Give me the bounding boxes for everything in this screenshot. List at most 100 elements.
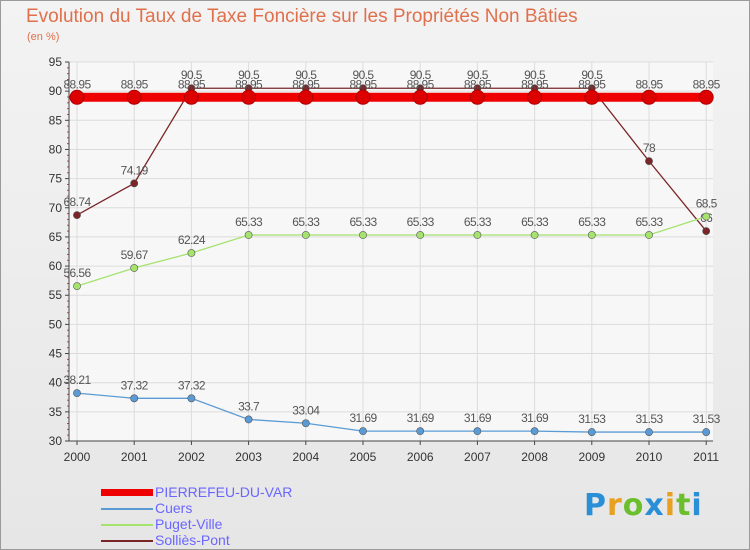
data-label: 65.33 (349, 215, 377, 229)
y-tick-label: 95 (49, 55, 63, 69)
data-label: 88.95 (635, 77, 663, 91)
data-point (698, 89, 714, 105)
data-label: 90.5 (410, 68, 432, 82)
legend-swatch-pierrefeu (101, 489, 153, 496)
data-label: 62.24 (178, 233, 206, 247)
data-point (416, 231, 425, 239)
data-label: 65.33 (635, 215, 663, 229)
y-tick-label: 85 (49, 113, 63, 127)
data-label: 31.53 (693, 412, 721, 426)
y-axis-unit-label: (en %) (27, 31, 60, 43)
data-point (183, 89, 199, 105)
data-label: 88.95 (349, 77, 377, 91)
logo-letter: o (622, 488, 645, 523)
y-tick-label: 45 (49, 347, 63, 361)
series-line (76, 215, 707, 287)
logo-letter: r (607, 488, 623, 523)
logo-letter: i (664, 488, 677, 523)
data-point (355, 89, 371, 105)
proxiti-logo: Proxiti (584, 488, 703, 523)
x-tick-label: 2003 (235, 450, 262, 464)
data-label: 88.95 (178, 77, 206, 91)
data-label: 56.56 (63, 266, 91, 280)
legend-label-pierrefeu: PIERREFEU-DU-VAR (155, 484, 293, 500)
x-tick-label: 2008 (521, 450, 548, 464)
data-point (126, 89, 142, 105)
data-label: 65.33 (521, 215, 549, 229)
legend-label-cuers: Cuers (155, 500, 193, 516)
legend-label-puget-ville: Puget-Ville (155, 516, 223, 532)
data-point (130, 394, 139, 403)
data-label: 88.95 (235, 77, 263, 91)
data-point (527, 89, 543, 105)
data-point (530, 427, 539, 436)
data-point (469, 89, 485, 105)
data-label: 65.33 (578, 215, 606, 229)
data-point (645, 428, 653, 436)
data-point (416, 427, 425, 436)
data-point (702, 428, 711, 436)
data-label: 33.7 (238, 399, 260, 413)
x-tick-label: 2009 (578, 450, 605, 464)
legend-label-sollies-pont: Solliès-Pont (155, 532, 230, 548)
data-label: 68.74 (63, 195, 91, 209)
data-label: 88.95 (63, 77, 91, 91)
data-point (73, 211, 81, 220)
data-label: 90.5 (238, 68, 260, 82)
data-label: 88.95 (121, 77, 149, 91)
data-label: 37.32 (121, 378, 149, 392)
data-point (584, 89, 600, 105)
data-point (702, 212, 711, 221)
data-label: 74.19 (121, 163, 149, 177)
data-point (702, 227, 711, 235)
data-label: 78 (643, 141, 656, 155)
data-label: 90.5 (467, 68, 489, 82)
data-label: 68.5 (696, 197, 718, 211)
data-point (69, 89, 85, 105)
x-tick-label: 2005 (350, 450, 377, 464)
data-label: 31.69 (521, 411, 549, 425)
data-label: 88.95 (521, 77, 549, 91)
data-point (244, 231, 253, 239)
y-tick-label: 60 (49, 259, 63, 273)
logo-letter: i (691, 488, 703, 523)
data-label: 65.33 (464, 215, 492, 229)
data-point (187, 249, 196, 257)
data-label: 37.32 (178, 378, 206, 392)
data-point (530, 231, 539, 239)
data-point (130, 264, 139, 272)
y-tick-label: 80 (49, 142, 63, 156)
logo-letter: P (584, 488, 607, 523)
data-label: 90.5 (524, 68, 546, 82)
y-tick-label: 35 (49, 405, 63, 419)
data-point (73, 282, 81, 291)
data-point (244, 415, 253, 424)
x-tick-label: 2006 (407, 450, 434, 464)
data-point (301, 419, 310, 428)
data-point (473, 427, 482, 436)
y-tick-label: 65 (49, 230, 63, 244)
data-label: 31.69 (407, 411, 435, 425)
data-point (473, 231, 482, 239)
y-tick-label: 50 (49, 317, 63, 331)
data-point (641, 89, 657, 105)
legend-swatch-sollies-pont (101, 540, 153, 542)
y-tick-label: 40 (49, 376, 63, 390)
data-label: 88.95 (464, 77, 492, 91)
logo-letter: x (644, 488, 665, 523)
data-label: 31.53 (635, 412, 663, 426)
data-label: 90.5 (581, 68, 603, 82)
data-point (187, 394, 196, 403)
x-tick-label: 2000 (64, 450, 91, 464)
data-point (241, 89, 257, 105)
x-tick-label: 2004 (292, 450, 319, 464)
data-label: 88.95 (407, 77, 435, 91)
legend-swatch-puget-ville (101, 524, 153, 526)
x-tick-label: 2007 (464, 450, 491, 464)
data-point (587, 428, 596, 436)
data-point (130, 179, 139, 188)
y-tick-label: 30 (49, 434, 63, 448)
data-label: 90.5 (181, 68, 203, 82)
data-point (645, 157, 653, 166)
